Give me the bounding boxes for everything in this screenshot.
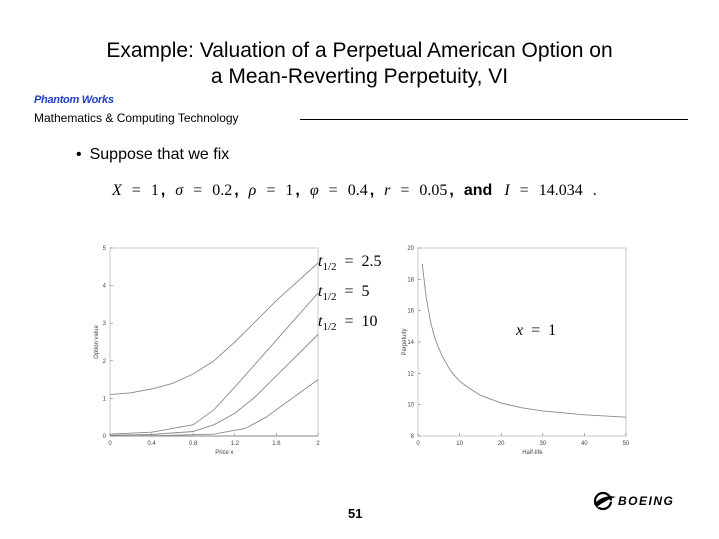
halflife-value-2: 5: [361, 283, 370, 300]
boeing-symbol-icon: [593, 491, 617, 511]
series-line-2: [109, 292, 319, 435]
param-rho-eq: =: [266, 182, 276, 199]
param-x-value: 1: [150, 182, 159, 199]
y-tick-label: 2: [103, 359, 107, 365]
param-comma: ,: [369, 182, 375, 199]
x-tick-label: 1.2: [231, 441, 240, 447]
series-line-4: [109, 379, 319, 437]
bullet-dot-icon: •: [76, 146, 82, 163]
y-tick-label: 18: [407, 277, 414, 283]
option-value-chart: 0 0.4 0.8 1.2 1.6 2 0 1 2 3 4 5 Price x Option value: [94, 246, 320, 456]
param-x-eq: =: [131, 182, 141, 199]
param-phi-value: 0.4: [347, 182, 368, 199]
brand-label: Phantom Works: [34, 94, 114, 106]
plot-frame: [109, 247, 319, 437]
halflife-value-1: 2.5: [361, 253, 382, 270]
param-phi-symbol: φ: [309, 182, 319, 199]
x-tick-label: 10: [456, 441, 463, 447]
perpetuity-chart: 0 10 20 30 40 50 8 10 12 14 16 18 20 Half-life Perpetu…: [402, 246, 630, 456]
param-sigma-value: 0.2: [212, 182, 233, 199]
x-tick-label: 0.8: [189, 441, 198, 447]
series-line-3: [109, 334, 319, 436]
param-phi-eq: =: [328, 182, 338, 199]
y-axis-label: Perpetuity: [402, 328, 408, 355]
halflife-annotation-2: t1/2 = 5: [318, 283, 370, 303]
param-r-symbol: r: [384, 182, 391, 199]
y-tick-label: 5: [103, 246, 107, 252]
y-tick-label: 14: [407, 340, 414, 346]
param-and: and: [463, 182, 493, 199]
halflife-annotation-3: t1/2 = 10: [318, 313, 378, 333]
x-tick-label: 50: [623, 441, 630, 447]
title-line-2: a Mean-Reverting Perpetuity, VI: [210, 65, 509, 88]
param-sigma-eq: =: [193, 182, 203, 199]
halflife-eq: =: [344, 313, 354, 330]
param-rho-symbol: ρ: [248, 182, 257, 199]
y-tick-label: 16: [407, 309, 414, 315]
title-line-1: Example: Valuation of a Perpetual Americ…: [106, 39, 613, 62]
param-comma: ,: [234, 182, 239, 199]
y-tick-label: 3: [103, 321, 107, 327]
boeing-wordmark: BOEING: [618, 494, 674, 508]
param-x-symbol: X: [112, 182, 122, 199]
param-period: .: [592, 182, 597, 199]
header-rule: [300, 119, 688, 120]
param-i-value: 14.034: [538, 182, 583, 199]
x-value: 1: [548, 322, 557, 339]
param-r-eq: =: [400, 182, 410, 199]
bullet-text: Suppose that we fix: [89, 146, 230, 163]
x-annotation: x = 1: [516, 322, 556, 340]
halflife-t-subscript: 1/2: [322, 261, 337, 274]
x-tick-label: 0: [416, 441, 420, 447]
param-comma: ,: [295, 182, 300, 199]
halflife-t-subscript: 1/2: [322, 321, 337, 334]
y-tick-label: 1: [103, 396, 107, 402]
x-tick-label: 0: [108, 441, 112, 447]
series-line-1: [421, 263, 627, 418]
y-tick-label: 10: [407, 403, 414, 409]
x-tick-label: 40: [581, 441, 588, 447]
y-tick-label: 4: [103, 284, 107, 290]
x-eq: =: [531, 322, 541, 339]
halflife-eq: =: [344, 253, 354, 270]
parameter-list: X = 1, σ = 0.2, ρ = 1, φ = 0.4, r = 0.05, and I = 14.…: [112, 182, 597, 200]
series-line-1: [109, 262, 319, 396]
department-label: Mathematics & Computing Technology: [34, 111, 239, 125]
boeing-logo: BOEING: [593, 491, 674, 511]
param-r-value: 0.05: [419, 182, 448, 199]
param-i-eq: =: [519, 182, 529, 199]
bullet-item: • Suppose that we fix: [76, 146, 229, 164]
x-axis-label: Half-life: [522, 450, 543, 456]
x-tick-label: 1.6: [272, 441, 281, 447]
x-tick-label: 2: [316, 441, 320, 447]
halflife-annotation-1: t1/2 = 2.5: [318, 253, 382, 273]
x-tick-label: 30: [539, 441, 546, 447]
param-rho-value: 1: [285, 182, 294, 199]
halflife-t-symbol: t: [318, 253, 323, 270]
x-tick-label: 0.4: [147, 441, 156, 447]
param-comma: ,: [160, 182, 166, 199]
x-symbol: x: [516, 322, 524, 339]
y-tick-label: 8: [411, 434, 415, 440]
page-number: 51: [348, 506, 363, 521]
y-tick-label: 20: [407, 246, 414, 252]
y-tick-label: 0: [103, 434, 107, 440]
halflife-eq: =: [344, 283, 354, 300]
x-tick-label: 20: [498, 441, 505, 447]
halflife-t-symbol: t: [318, 283, 323, 300]
param-i-symbol: I: [504, 182, 510, 199]
halflife-t-symbol: t: [318, 313, 323, 330]
param-sigma-symbol: σ: [175, 182, 184, 199]
param-comma: ,: [449, 182, 454, 199]
halflife-value-3: 10: [361, 313, 378, 330]
x-axis-label: Price x: [215, 450, 233, 456]
halflife-t-subscript: 1/2: [322, 291, 337, 304]
y-axis-label: Option value: [94, 325, 100, 359]
y-tick-label: 12: [407, 371, 414, 377]
slide-title: Example: Valuation of a Perpetual Americ…: [0, 38, 719, 90]
